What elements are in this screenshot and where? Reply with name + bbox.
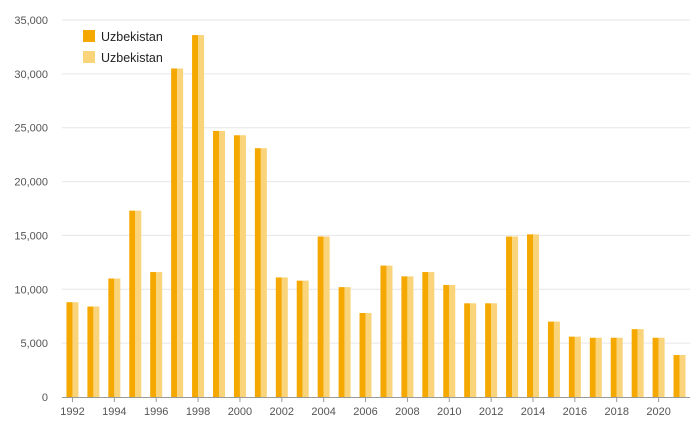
bar-1998-series-1 [192, 35, 199, 397]
y-tick-label: 0 [42, 392, 48, 404]
bar-2009-series-2 [428, 272, 435, 397]
bar-1999-series-1 [213, 130, 219, 397]
bar-2012-series-1 [485, 303, 492, 397]
bar-2005-series-1 [338, 287, 345, 397]
bar-1993-series-1 [87, 306, 94, 397]
bar-1996-series-1 [150, 272, 157, 397]
x-tick-label: 1994 [102, 406, 126, 418]
bar-2021-series-2 [679, 354, 686, 397]
y-tick-label: 35,000 [14, 15, 48, 27]
bar-2001-series-1 [254, 148, 261, 397]
bars [66, 35, 686, 398]
bar-2010-series-2 [449, 284, 456, 397]
bar-2011-series-1 [464, 303, 471, 397]
grid-lines [62, 19, 690, 344]
legend-label-1[interactable]: Uzbekistan [101, 30, 163, 44]
axes: 0 5,000 10,000 15,000 20,000 25,000 30,000 35,0… [14, 15, 690, 418]
bar-2004-series-1 [317, 236, 324, 397]
x-tick-label: 2012 [479, 406, 503, 418]
bar-2003-series-1 [296, 280, 303, 397]
bar-2018-series-2 [616, 337, 623, 397]
bar-2013-series-1 [506, 236, 513, 397]
legend-swatch-2[interactable] [83, 51, 95, 63]
bar-2014-series-2 [533, 234, 539, 397]
bar-2000-series-1 [233, 135, 240, 398]
y-tick-label: 20,000 [14, 177, 48, 189]
x-tick-label: 2020 [646, 406, 670, 418]
y-tick-label: 15,000 [14, 230, 48, 242]
bar-1995-series-2 [135, 210, 142, 397]
y-tick-label: 25,000 [14, 123, 48, 135]
x-tick-label: 2000 [228, 406, 252, 418]
x-tick-label: 1998 [186, 406, 210, 418]
bar-2007-series-2 [386, 265, 393, 397]
bar-2002-series-2 [281, 277, 288, 397]
x-tick-label: 2010 [437, 406, 461, 418]
bar-2004-series-2 [323, 236, 330, 397]
bar-1994-series-1 [108, 278, 115, 397]
bar-2006-series-1 [359, 312, 366, 397]
x-tick-label: 1992 [60, 406, 84, 418]
bar-2011-series-2 [470, 303, 477, 397]
bar-2000-series-2 [239, 135, 246, 398]
bar-2012-series-2 [491, 303, 498, 397]
bar-1997-series-1 [171, 68, 178, 397]
bar-1996-series-2 [156, 272, 163, 397]
bar-2008-series-1 [401, 276, 408, 397]
legend: Uzbekistan Uzbekistan [83, 30, 163, 65]
y-tick-label: 10,000 [14, 284, 48, 296]
bar-1998-series-2 [198, 35, 205, 397]
x-tick-label: 2014 [521, 406, 545, 418]
bar-2015-series-2 [553, 321, 560, 397]
y-tick-label: 30,000 [14, 69, 48, 81]
bar-2008-series-2 [407, 276, 414, 397]
bar-2019-series-2 [637, 329, 644, 397]
bar-2014-series-1 [527, 234, 533, 397]
x-tick-label: 2016 [563, 406, 587, 418]
bar-2015-series-1 [547, 321, 554, 397]
bar-1999-series-2 [219, 130, 225, 397]
x-tick-label: 2018 [604, 406, 628, 418]
bar-2007-series-1 [380, 265, 387, 397]
bar-2001-series-2 [260, 148, 267, 397]
bar-1992-series-2 [72, 302, 79, 397]
x-tick-label: 2008 [395, 406, 419, 418]
bar-2019-series-1 [631, 329, 638, 397]
bar-2020-series-2 [658, 337, 665, 397]
bar-1992-series-1 [66, 302, 73, 397]
bar-2016-series-1 [568, 336, 575, 397]
bar-2018-series-1 [610, 337, 617, 397]
x-tick-label: 2004 [311, 406, 335, 418]
bar-2017-series-2 [595, 337, 602, 397]
y-tick-label: 5,000 [20, 338, 48, 350]
legend-swatch-1[interactable] [83, 30, 95, 42]
bar-1995-series-1 [129, 210, 136, 397]
bar-1994-series-2 [114, 278, 121, 397]
x-tick-label: 2006 [353, 406, 377, 418]
x-tick-label: 1996 [144, 406, 168, 418]
bar-2002-series-1 [275, 277, 282, 397]
bar-2003-series-2 [302, 280, 309, 397]
bar-2009-series-1 [422, 272, 429, 397]
bar-2021-series-1 [673, 354, 680, 397]
bar-2016-series-2 [574, 336, 581, 397]
x-tick-label: 2002 [270, 406, 294, 418]
bar-2010-series-1 [443, 284, 450, 397]
legend-label-2[interactable]: Uzbekistan [101, 51, 163, 65]
bar-2020-series-1 [652, 337, 659, 397]
bar-2013-series-2 [512, 236, 519, 397]
bar-2006-series-2 [365, 312, 372, 397]
bar-1993-series-2 [93, 306, 100, 397]
bar-2005-series-2 [344, 287, 351, 397]
bar-1997-series-2 [177, 68, 184, 397]
bar-2017-series-1 [589, 337, 596, 397]
